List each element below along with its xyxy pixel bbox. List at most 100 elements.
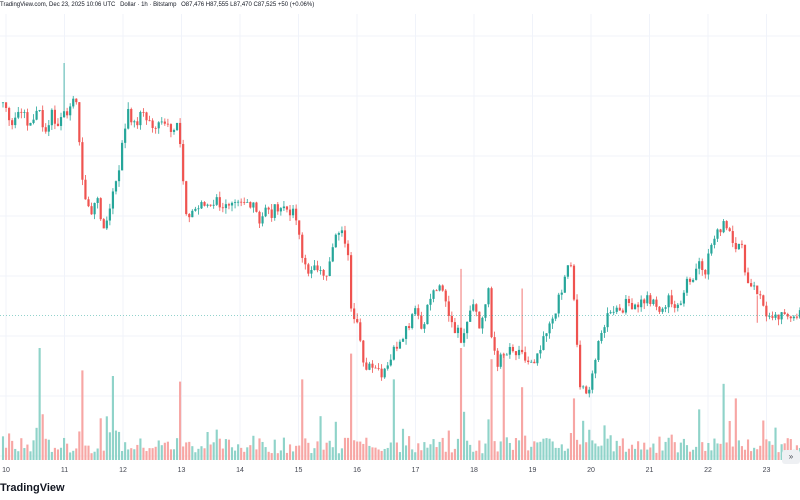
volume-bar [368,445,371,460]
volume-bar [514,438,518,460]
volume-bar [786,438,789,460]
volume-bar [563,450,566,460]
candle-body [285,206,289,210]
volume-bar [66,443,69,460]
volume-bar [179,381,182,460]
volume-bar [527,450,530,460]
chart-header: TradingView.com, Dec 23, 2025 10:06 UTC … [0,2,317,8]
x-tick-label: 13 [178,467,186,474]
volume-bar [96,448,99,460]
volume-bar [478,440,481,460]
volume-bar [429,444,432,460]
candle-body [475,304,478,312]
candle-body [87,199,90,207]
x-tick-label: 16 [353,467,361,474]
candle-body [154,127,157,129]
volume-bar [444,451,447,460]
volume-bar [32,440,35,460]
volume-bar [609,435,612,460]
candle-body [298,220,301,235]
volume-bar [612,451,615,460]
candle-body [353,308,356,320]
candle-body [768,316,771,318]
candle-body [365,362,368,370]
candle-body [17,111,20,118]
candle-body [246,201,249,203]
candle-body [652,299,655,305]
candle-body [319,270,322,271]
volume-bar [496,451,499,460]
candle-body [798,310,800,318]
candle-body [237,201,240,203]
candle-body [646,295,649,304]
candle-body [288,209,292,216]
volume-bar [487,419,490,460]
candle-body [447,301,450,316]
volume-bar [719,443,722,460]
volume-bar [404,445,408,460]
candle-body [66,111,69,116]
volume-bar [401,428,405,460]
volume-bar [511,449,514,460]
candle-body [4,102,8,108]
candle-body [120,142,124,171]
volume-bar [630,444,634,460]
volume-bar [707,442,710,460]
volume-bar [127,449,130,460]
candle-body [14,117,17,126]
volume-bar [215,429,218,460]
candle-body [432,290,435,299]
volume-bar [111,376,114,460]
volume-bar [692,449,695,460]
volume-bar [221,448,224,460]
candle-body [108,208,111,221]
volume-bar [789,439,792,460]
candle-body [722,221,725,233]
volume-bar [328,440,331,460]
candle-body [127,109,130,129]
candle-body [160,121,163,123]
candle-body [566,265,569,277]
volume-bar [270,453,273,460]
candle-body [93,202,96,215]
chevrons-icon[interactable]: » [782,450,800,464]
volume-bar [435,447,438,460]
volume-bar [423,442,426,460]
volume-bar [594,443,597,460]
volume-bar [340,448,343,460]
volume-bar [572,398,576,460]
candle-body [533,361,536,364]
volume-bar [490,359,493,460]
candle-body [749,283,753,287]
candle-body [740,243,744,245]
volume-bar [145,451,148,460]
volume-bar [670,434,673,460]
candle-body [182,144,185,182]
x-tick-label: 11 [61,467,68,474]
candle-body [90,206,93,215]
candle-body [194,208,197,211]
volume-bar [44,438,47,460]
volume-bar [175,438,179,460]
volume-bar [218,438,221,460]
candle-body [591,373,594,390]
volume-bar [142,447,145,460]
candle-body [322,270,325,276]
candle-body [505,354,508,356]
candle-body [756,285,759,295]
volume-bar [136,444,139,460]
volume-bar [249,445,252,460]
candle-body [78,102,81,143]
volume-bar [438,441,441,460]
candle-body [340,230,344,234]
volume-bar [615,440,618,460]
volume-bar [227,439,231,460]
volume-bar [353,440,356,460]
candle-body [524,352,527,361]
candle-body [517,349,521,356]
candle-body [603,327,606,333]
candle-body [786,314,789,317]
candle-body [664,307,667,309]
candle-body [701,261,704,270]
